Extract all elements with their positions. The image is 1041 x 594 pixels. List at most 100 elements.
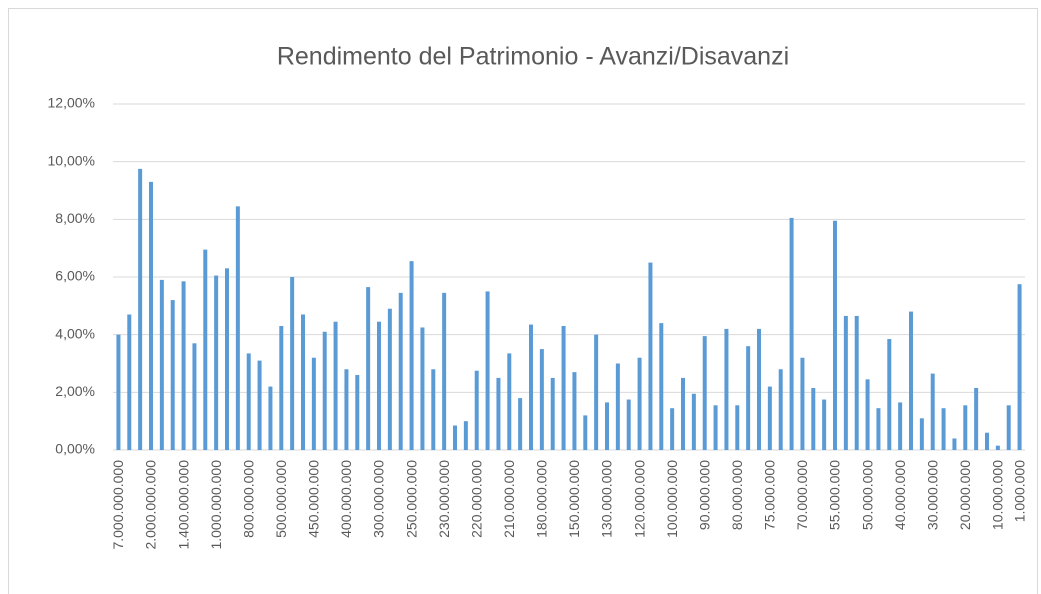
bar	[518, 398, 523, 450]
bar	[778, 369, 783, 450]
bar	[757, 328, 761, 450]
bar	[539, 349, 544, 450]
bar	[279, 326, 284, 450]
bar	[1006, 405, 1011, 450]
x-tick-label: 100.000.000	[664, 460, 680, 538]
bar	[170, 300, 175, 450]
y-tick-label: 10,00%	[48, 152, 95, 168]
x-tick-label: 450.000.000	[306, 460, 322, 538]
chart-title: Rendimento del Patrimonio - Avanzi/Disav…	[277, 43, 789, 71]
x-tick-label: 180.000.000	[534, 460, 550, 538]
bar	[409, 261, 414, 450]
x-tick-label: 300.000.000	[371, 460, 387, 538]
bar	[387, 308, 392, 450]
bar	[615, 363, 620, 450]
bar	[919, 418, 924, 450]
x-tick-label: 10.000.000	[990, 460, 1006, 530]
bar	[431, 369, 436, 450]
bar	[659, 323, 664, 450]
y-tick-label: 0,00%	[55, 441, 95, 457]
x-tick-label: 70.000.000	[794, 460, 810, 530]
bar	[876, 408, 881, 450]
bar	[138, 168, 143, 450]
bar	[637, 357, 642, 450]
x-tick-label: 120.000.000	[631, 460, 647, 538]
bar	[333, 321, 338, 450]
bar	[811, 388, 816, 450]
bar	[507, 353, 512, 450]
bar	[225, 268, 229, 450]
bar	[301, 314, 305, 450]
bar	[789, 217, 794, 450]
bar	[159, 279, 164, 450]
bar	[442, 292, 447, 450]
bar	[583, 415, 588, 450]
x-tick-label: 2.000.000.000	[143, 460, 159, 550]
x-tick-label: 130.000.000	[599, 460, 615, 538]
bar	[1017, 284, 1022, 450]
bar	[355, 375, 360, 450]
bar	[702, 336, 707, 450]
bar	[181, 281, 186, 450]
bar	[550, 377, 555, 450]
bar	[833, 220, 837, 450]
x-tick-label: 400.000.000	[338, 460, 354, 538]
x-tick-label: 7.000.000.000	[110, 460, 126, 550]
bar	[474, 370, 479, 450]
x-tick-label: 50.000.000	[859, 460, 875, 530]
bar	[366, 287, 371, 450]
y-tick-label: 6,00%	[55, 268, 95, 284]
x-tick-label: 1.000.000.000	[208, 460, 224, 550]
bar	[268, 386, 273, 450]
bar	[800, 357, 805, 450]
bar	[670, 408, 675, 450]
bar	[746, 346, 751, 450]
bar	[377, 321, 381, 450]
bar	[453, 425, 457, 450]
bar	[398, 292, 403, 450]
bar	[691, 393, 696, 450]
bar	[767, 386, 772, 450]
bar	[529, 324, 533, 450]
bar	[127, 314, 132, 450]
bar	[941, 408, 946, 450]
bar	[463, 421, 468, 450]
x-tick-label: 75.000.000	[762, 460, 778, 530]
bar	[985, 432, 989, 450]
bar	[192, 343, 197, 450]
bar	[952, 438, 957, 450]
bar	[290, 277, 295, 450]
bar	[344, 369, 349, 450]
x-tick-label: 80.000.000	[729, 460, 745, 530]
bar	[822, 399, 827, 450]
bar	[854, 315, 859, 450]
x-tick-label: 220.000.000	[468, 460, 484, 538]
x-tick-label: 55.000.000	[827, 460, 843, 530]
y-tick-label: 8,00%	[55, 210, 95, 226]
bar	[735, 405, 740, 450]
bar	[605, 402, 609, 450]
bar	[648, 262, 653, 450]
bar	[214, 275, 219, 450]
x-tick-label: 210.000.000	[501, 460, 517, 538]
y-tick-label: 4,00%	[55, 325, 95, 341]
bar	[149, 181, 153, 450]
x-tick-label: 250.000.000	[403, 460, 419, 538]
bar	[420, 327, 425, 450]
bar	[724, 328, 729, 450]
x-tick-label: 90.000.000	[696, 460, 712, 530]
x-tick-label: 800.000.000	[240, 460, 256, 538]
y-tick-label: 2,00%	[55, 383, 95, 399]
bar	[235, 206, 240, 450]
bar	[681, 377, 685, 450]
bar	[561, 326, 566, 450]
bar	[843, 315, 848, 450]
bar	[485, 291, 490, 450]
bar	[713, 405, 718, 450]
x-tick-label: 20.000.000	[957, 460, 973, 530]
x-tick-label: 150.000.000	[566, 460, 582, 538]
x-tick-label: 500.000.000	[273, 460, 289, 538]
x-tick-label: 1.400.000.000	[175, 460, 191, 550]
bar	[496, 377, 501, 450]
